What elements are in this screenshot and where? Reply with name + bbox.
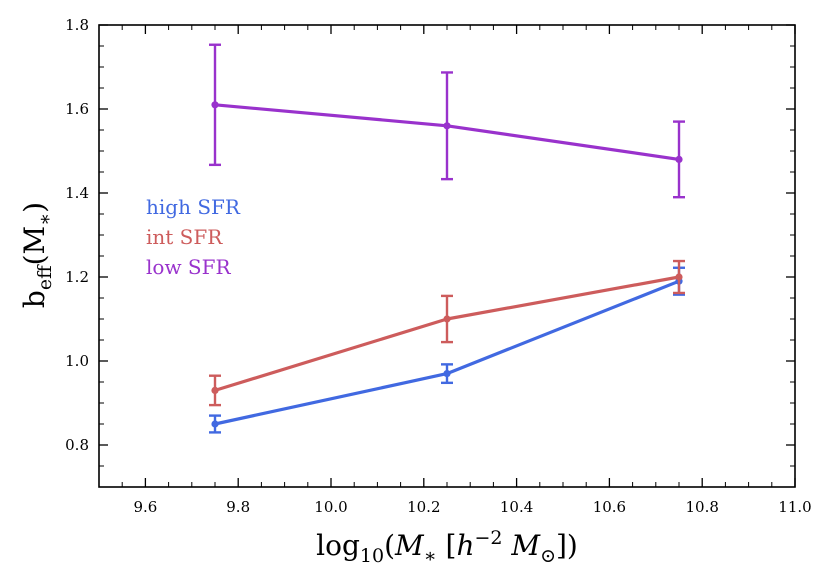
y-tick-label: 1.4 [65,184,89,202]
y-tick-label: 0.8 [65,436,89,454]
x-tick-label: 9.6 [133,498,157,516]
series-layer [209,43,685,434]
data-point [443,122,451,130]
data-point [675,273,683,281]
tick-layer: 9.6 9.8 10.0 10.2 10.4 10.6 10.8 11.0 0.8 1.0 1.2 1… [65,16,812,516]
legend-entry-int-sfr: int SFR [146,225,223,249]
data-point [443,370,451,378]
data-point [211,420,219,428]
series-low-sfr [209,43,685,199]
data-point [211,386,219,394]
y-tick-label: 1.8 [65,16,89,34]
data-point [211,101,219,109]
x-tick-label: 10.6 [593,498,626,516]
x-tick-label: 9.8 [226,498,250,516]
y-tick-label: 1.2 [65,268,89,286]
x-tick-label: 10.4 [500,498,533,516]
series-int-sfr [209,259,685,407]
x-tick-label: 10.0 [314,498,347,516]
x-tick-label: 10.8 [685,498,718,516]
legend-entry-low-sfr: low SFR [146,255,231,279]
y-tick-label: 1.6 [65,100,89,118]
data-point [443,315,451,323]
x-tick-label: 11.0 [778,498,811,516]
x-tick-label: 10.2 [407,498,440,516]
legend: high SFR int SFR low SFR [146,195,241,279]
x-axis-label: log10(M∗ [h−2 M⊙]) [316,527,578,567]
y-axis-label: beff(M∗) [18,202,56,308]
data-point [675,155,683,163]
y-tick-label: 1.0 [65,352,89,370]
series-high-sfr [209,266,685,434]
legend-entry-high-sfr: high SFR [146,195,241,219]
